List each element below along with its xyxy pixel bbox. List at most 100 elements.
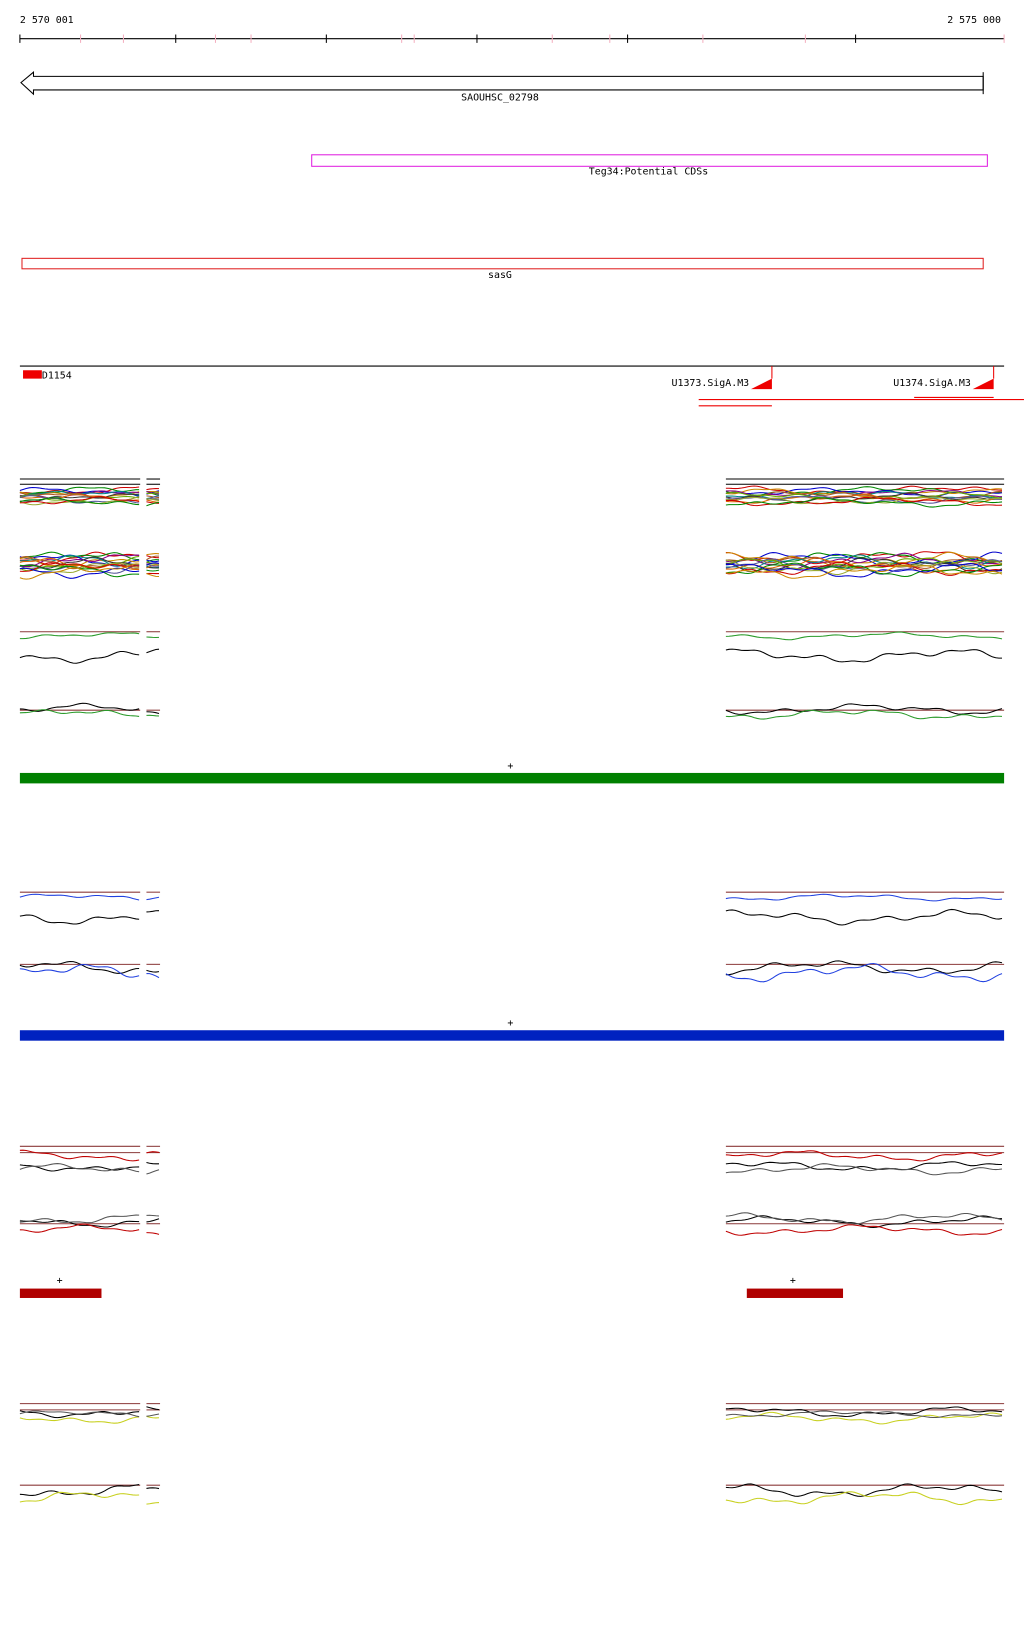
signal-line <box>725 490 1003 499</box>
signal-line <box>19 702 140 712</box>
signal-tracks <box>19 478 1005 1506</box>
sasg-label: sasG <box>488 270 512 281</box>
signal-line <box>146 1218 160 1223</box>
signal-line <box>725 1224 1003 1236</box>
signal-line <box>146 499 160 503</box>
promoter-site-label: U1373.SigA.M3 <box>672 378 750 389</box>
signal-line <box>725 488 1003 498</box>
signal-line <box>725 1150 1003 1162</box>
strand-bar <box>19 1288 102 1298</box>
signal-line <box>146 969 160 973</box>
strand-label: + <box>790 1275 796 1286</box>
ruler-end: 2 575 000 <box>947 15 1001 26</box>
signal-line <box>725 1161 1003 1171</box>
promoter-mark <box>972 378 994 390</box>
signal-line <box>725 709 1003 720</box>
signal-line <box>725 703 1003 715</box>
signal-line <box>19 563 140 580</box>
signal-line <box>146 910 160 913</box>
signal-line <box>19 1163 140 1173</box>
signal-line <box>146 1415 160 1419</box>
signal-line <box>146 1151 160 1154</box>
promoter-box <box>23 370 42 379</box>
signal-line <box>725 563 1003 578</box>
signal-line <box>19 1219 140 1228</box>
signal-line <box>146 973 160 979</box>
signal-line <box>146 552 160 556</box>
signal-line <box>725 1163 1003 1176</box>
signal-line <box>725 960 1003 976</box>
signal-line <box>146 492 160 494</box>
signal-line <box>725 962 1003 983</box>
signal-line <box>19 554 140 568</box>
signal-line <box>725 908 1003 926</box>
signal-line <box>19 632 140 640</box>
signal-line <box>146 555 160 561</box>
signal-line <box>19 1416 140 1424</box>
signal-line <box>725 564 1003 579</box>
signal-line <box>725 648 1003 663</box>
signal-line <box>19 1214 140 1224</box>
strand-label: + <box>507 1018 513 1029</box>
signal-line <box>19 1223 140 1233</box>
signal-line <box>146 562 160 566</box>
signal-line <box>19 497 140 506</box>
promoter-mark <box>750 378 772 390</box>
strand-bar <box>19 1030 1005 1041</box>
signal-line <box>146 488 160 491</box>
signal-line <box>19 1491 140 1503</box>
signal-line <box>146 1406 160 1411</box>
signal-line <box>146 572 160 578</box>
strand-bar <box>19 772 1005 784</box>
signal-line <box>725 1491 1003 1506</box>
signal-line <box>146 1232 160 1235</box>
promoter-left-label: D1154 <box>42 371 72 382</box>
cds-box <box>311 154 988 167</box>
gene-label: SAOUHSC_02798 <box>461 92 539 103</box>
signal-line <box>146 714 160 717</box>
signal-line <box>19 893 140 901</box>
signal-line <box>146 648 160 654</box>
signal-line <box>19 1149 140 1162</box>
signal-line <box>725 551 1003 567</box>
signal-line <box>19 496 140 505</box>
signal-line <box>146 1214 160 1217</box>
signal-line <box>725 1212 1003 1225</box>
signal-line <box>19 709 140 717</box>
strand-label: + <box>507 761 513 772</box>
gene-arrow <box>20 71 984 96</box>
signal-line <box>19 960 140 974</box>
ruler-ticks <box>19 34 1005 43</box>
signal-line <box>146 1487 160 1490</box>
cds-label: Teg34:Potential CDSs <box>589 167 708 178</box>
signal-line <box>19 486 140 494</box>
signal-line <box>146 1413 160 1417</box>
signal-line <box>146 498 160 502</box>
strand-bar <box>746 1288 844 1298</box>
sasg-box <box>21 257 984 270</box>
signal-line <box>146 1162 160 1165</box>
signal-line <box>725 562 1003 578</box>
signal-line <box>725 631 1003 641</box>
signal-line <box>19 964 140 978</box>
signal-line <box>19 914 140 925</box>
signal-line <box>19 1410 140 1418</box>
signal-line <box>146 711 160 715</box>
signal-line <box>725 558 1003 575</box>
signal-line <box>146 1502 160 1505</box>
signal-line <box>146 896 160 901</box>
signal-line <box>19 650 140 664</box>
signal-line <box>19 493 140 502</box>
ruler-start: 2 570 001 <box>20 15 74 26</box>
promoter-site-label: U1374.SigA.M3 <box>893 378 971 389</box>
signal-line <box>146 559 160 563</box>
signal-line <box>146 501 160 507</box>
signal-line <box>146 569 160 572</box>
signal-line <box>725 893 1003 902</box>
signal-line <box>146 1169 160 1175</box>
signal-line <box>725 1410 1003 1419</box>
signal-line <box>725 1411 1003 1425</box>
signal-line <box>19 551 140 561</box>
